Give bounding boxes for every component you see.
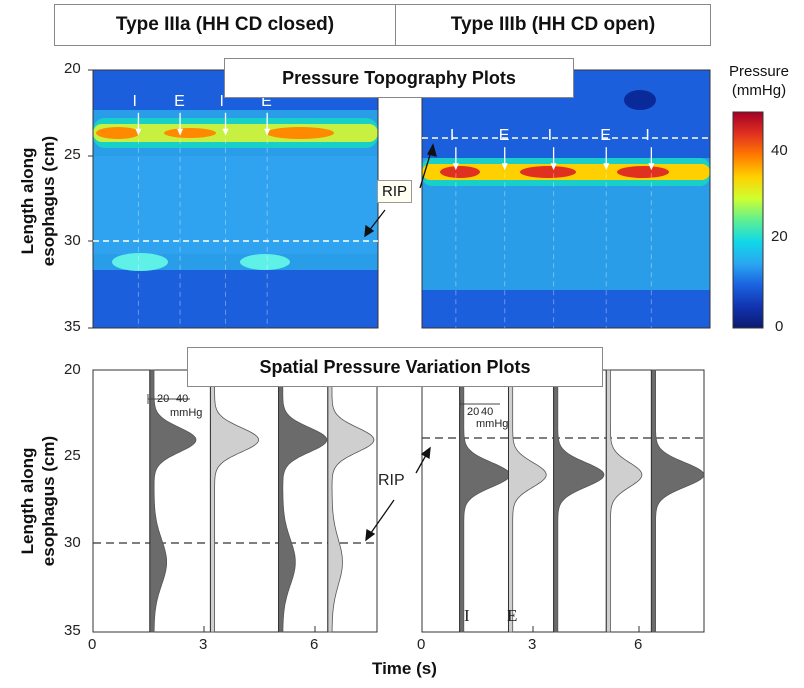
pressure-profile-inspiration — [553, 369, 605, 633]
heatmap-dark-patch — [624, 90, 656, 110]
event-arrowhead — [501, 163, 508, 171]
colorbar-scale — [732, 111, 764, 329]
y-tick-top-20: 20 — [64, 60, 81, 77]
event-label: I — [645, 127, 650, 145]
heatmap-lower-zone — [422, 290, 710, 328]
heatmap-type-iiib — [421, 69, 711, 329]
rip-arrows — [364, 143, 437, 542]
heatmap-band-hot — [617, 166, 669, 178]
heatmap-band-hot — [96, 127, 140, 139]
event-label: I — [219, 92, 224, 110]
scale-right-unit: mmHg — [476, 418, 509, 430]
y-tick-bottom-20: 20 — [64, 361, 81, 378]
pressure-profile-expiration — [605, 369, 643, 633]
pressure-scale-right — [459, 399, 500, 409]
colorbar-tick-40: 40 — [771, 142, 788, 159]
colorbar — [732, 111, 764, 329]
pressure-scale-left — [147, 394, 190, 404]
event-arrowhead — [264, 128, 271, 136]
event-arrowhead — [177, 128, 184, 136]
pressure-profile-expiration — [508, 369, 547, 633]
x-tick-left-3: 3 — [199, 636, 208, 653]
event-arrowhead — [550, 163, 557, 171]
bottom-marker-e: E — [507, 606, 518, 625]
x-tick-right-3: 3 — [528, 636, 537, 653]
heatmap-cyan-patch — [112, 253, 168, 271]
scale-left-unit: mmHg — [170, 407, 203, 419]
bottom-marker-i: I — [464, 606, 470, 625]
event-label: E — [261, 92, 272, 110]
y-axis-label-bottom: Length along esophagus (cm) — [17, 401, 59, 601]
x-tick-left-6: 6 — [310, 636, 319, 653]
heatmap-band-hot — [520, 166, 576, 178]
header-type-iiia: Type IIIa (HH CD closed) — [54, 4, 396, 46]
x-tick-left-0: 0 — [88, 636, 97, 653]
colorbar-tick-20: 20 — [771, 228, 788, 245]
y-axis-label-line1: Length along — [18, 147, 37, 255]
y-axis-label-line1: Length along — [18, 447, 37, 555]
y-tick-top-35: 35 — [64, 318, 81, 335]
pressure-profile-expiration — [327, 369, 375, 633]
profiles-layer — [149, 369, 705, 633]
event-arrowhead — [648, 163, 655, 171]
top-axis-ticks — [88, 69, 93, 329]
event-label: E — [174, 92, 185, 110]
x-tick-right-6: 6 — [634, 636, 643, 653]
heatmap-lower-zone — [93, 270, 378, 328]
y-axis-label-top: Length along esophagus (cm) — [17, 101, 59, 301]
x-axis-label: Time (s) — [372, 659, 437, 678]
heatmap-band-hot — [164, 128, 216, 138]
rip-label-bottom: RIP — [378, 472, 405, 489]
y-tick-bottom-25: 25 — [64, 447, 81, 464]
colorbar-title-line1: Pressure — [728, 63, 790, 80]
pressure-profile-inspiration — [149, 369, 197, 633]
y-axis-label-line2: esophagus (cm) — [39, 435, 58, 567]
event-label: E — [600, 127, 611, 145]
y-tick-top-25: 25 — [64, 146, 81, 163]
pressure-profile-inspiration — [278, 369, 328, 633]
colorbar-title-line2: (mmHg) — [731, 82, 787, 99]
title-spatial-pressure-variation: Spatial Pressure Variation Plots — [187, 347, 603, 387]
scale-right-20: 20 — [467, 406, 480, 418]
event-label: E — [498, 127, 510, 145]
scale-right-40: 40 — [481, 406, 494, 418]
x-tick-right-0: 0 — [417, 636, 426, 653]
y-axis-label-line2: esophagus (cm) — [39, 135, 58, 267]
rip-label-top: RIP — [377, 180, 413, 203]
y-tick-bottom-30: 30 — [64, 534, 81, 551]
event-label: I — [132, 92, 137, 110]
heatmap-cyan-patch — [240, 254, 290, 270]
event-label: I — [547, 127, 553, 145]
event-arrowhead — [603, 163, 610, 171]
event-label: I — [449, 127, 455, 145]
scale-left-40: 40 — [176, 393, 189, 405]
event-arrowhead — [222, 128, 229, 136]
y-tick-bottom-35: 35 — [64, 622, 81, 639]
title-pressure-topography: Pressure Topography Plots — [224, 58, 574, 98]
event-arrowhead — [452, 163, 459, 171]
scale-left-20: 20 — [157, 393, 170, 405]
pressure-profile-inspiration — [459, 369, 511, 633]
y-tick-top-30: 30 — [64, 232, 81, 249]
heatmap-band-hot — [440, 166, 480, 178]
colorbar-tick-0: 0 — [775, 318, 784, 335]
heatmap-band-hot — [266, 127, 334, 139]
colorbar-title: Pressure (mmHg) — [720, 62, 798, 100]
pressure-profile-inspiration — [650, 369, 705, 633]
header-type-iiib: Type IIIb (HH CD open) — [395, 4, 711, 46]
bottom-axis-ticks — [92, 626, 640, 632]
pressure-profile-expiration — [209, 369, 260, 633]
event-arrowhead — [135, 128, 142, 136]
heatmap-mid-zone — [93, 156, 378, 254]
